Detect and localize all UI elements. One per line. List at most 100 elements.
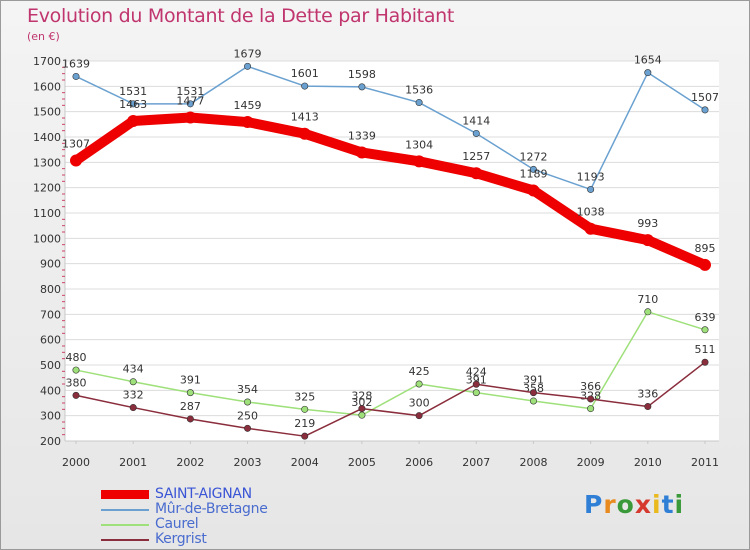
x-tick-label: 2007 (462, 456, 490, 469)
data-label: 391 (180, 374, 201, 387)
legend-label: SAINT-AIGNAN (155, 486, 252, 502)
data-label: 1339 (348, 129, 376, 142)
y-tick-label: 900 (40, 258, 61, 271)
data-label: 1038 (577, 206, 605, 219)
x-tick-label: 2000 (62, 456, 90, 469)
logo-letter: r (603, 490, 617, 519)
y-tick-label: 1100 (33, 207, 61, 220)
data-point (527, 184, 540, 197)
data-label: 328 (351, 390, 372, 403)
data-label: 1193 (577, 170, 605, 183)
x-tick-label: 2008 (519, 456, 547, 469)
x-tick-label: 2010 (634, 456, 662, 469)
data-label: 424 (466, 365, 487, 378)
legend-label: Kergrist (155, 531, 207, 547)
plot-area (65, 61, 719, 441)
data-point (472, 380, 480, 388)
data-label: 1307 (62, 138, 90, 151)
data-point (186, 100, 194, 108)
data-label: 1413 (291, 111, 319, 124)
y-tick-label: 200 (40, 435, 61, 448)
data-point (301, 432, 309, 440)
data-point (129, 404, 137, 412)
y-tick-label: 1700 (33, 55, 61, 68)
data-point (72, 391, 80, 399)
x-tick-label: 2001 (119, 456, 147, 469)
data-label: 511 (695, 343, 716, 356)
data-label: 325 (294, 390, 315, 403)
data-point (644, 69, 652, 77)
data-point (415, 412, 423, 420)
data-point (244, 398, 252, 406)
data-point (413, 155, 426, 168)
data-point (186, 389, 194, 397)
y-tick-label: 1600 (33, 80, 61, 93)
legend-swatch (101, 509, 149, 511)
data-point (587, 185, 595, 193)
y-tick-label: 1200 (33, 182, 61, 195)
logo-letter: o (616, 490, 635, 519)
data-label: 336 (637, 388, 658, 401)
data-label: 302 (351, 396, 372, 409)
data-point (129, 100, 137, 108)
y-tick-label: 800 (40, 283, 61, 296)
data-label: 1601 (291, 67, 319, 80)
logo-letter: x (634, 490, 652, 519)
data-label: 1459 (234, 99, 262, 112)
y-tick-label: 1000 (33, 232, 61, 245)
data-label: 391 (523, 374, 544, 387)
x-tick-label: 2006 (405, 456, 433, 469)
data-label: 366 (580, 380, 601, 393)
data-point (701, 106, 709, 114)
y-tick-label: 1300 (33, 156, 61, 169)
data-label: 1272 (519, 150, 547, 163)
data-label: 480 (66, 351, 87, 364)
data-label: 1304 (405, 138, 433, 151)
data-point (470, 167, 483, 180)
chart-title: Evolution du Montant de la Dette par Hab… (27, 5, 455, 27)
logo-letter: i (652, 490, 662, 519)
data-label: 300 (409, 397, 430, 410)
data-point (644, 308, 652, 316)
data-point (127, 115, 140, 128)
series-line-3 (75, 361, 706, 437)
data-point (358, 411, 366, 419)
data-point (301, 405, 309, 413)
data-label: 1639 (62, 57, 90, 70)
data-label: 354 (237, 383, 258, 396)
data-label: 710 (637, 293, 658, 306)
x-tick-label: 2011 (691, 456, 719, 469)
data-point (415, 99, 423, 107)
legend-swatch (101, 539, 149, 541)
data-point (641, 234, 654, 247)
data-label: 1257 (462, 150, 490, 163)
x-tick-label: 2009 (577, 456, 605, 469)
y-tick-label: 1500 (33, 106, 61, 119)
data-label: 1531 (119, 85, 147, 98)
data-label: 1598 (348, 68, 376, 81)
legend-label: Caurel (155, 516, 199, 532)
data-point (184, 111, 197, 124)
data-label: 1463 (119, 98, 147, 111)
data-label: 1536 (405, 84, 433, 97)
data-point (701, 326, 709, 334)
data-point (529, 389, 537, 397)
data-label: 895 (695, 242, 716, 255)
x-tick-label: 2004 (291, 456, 319, 469)
data-label: 391 (466, 374, 487, 387)
data-point (241, 116, 254, 129)
data-point (529, 165, 537, 173)
data-point (529, 397, 537, 405)
y-tick-label: 400 (40, 384, 61, 397)
y-tick-label: 700 (40, 308, 61, 321)
x-tick-label: 2002 (176, 456, 204, 469)
data-point (129, 378, 137, 386)
legend-swatch (101, 490, 149, 499)
data-point (587, 405, 595, 413)
data-label: 1477 (176, 94, 204, 107)
data-point (70, 154, 82, 167)
data-label: 1507 (691, 91, 719, 104)
data-label: 250 (237, 409, 258, 422)
data-point (244, 62, 252, 70)
